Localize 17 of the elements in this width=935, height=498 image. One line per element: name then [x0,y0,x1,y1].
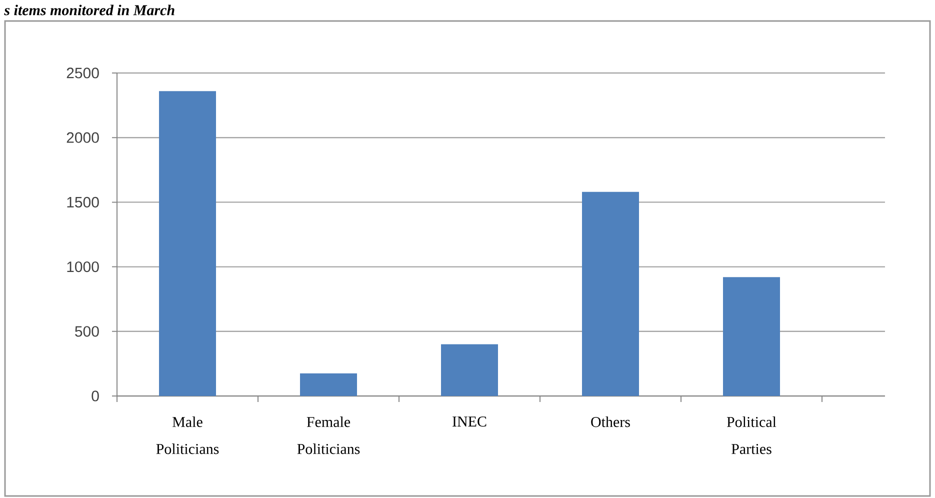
bar [300,373,358,396]
x-tick-label: Female Politicians [297,416,360,454]
y-tick-label: 1500 [67,196,99,208]
chart-title: s items monitored in March [4,4,174,16]
y-tick-label: 500 [75,326,99,337]
y-tick-label: 1000 [67,261,99,272]
x-tick-label: Male Politicians [156,416,219,454]
x-tick-label: Others [591,416,630,428]
x-tick-label: Political Parties [726,416,776,454]
bar [441,344,498,396]
y-tick-label: 0 [92,390,99,402]
y-tick-label: 2500 [66,68,99,78]
bar [723,277,780,396]
y-tick-label: 2000 [66,132,99,143]
bar [159,91,216,396]
bar [582,192,639,396]
x-tick-label: INEC [452,416,486,427]
